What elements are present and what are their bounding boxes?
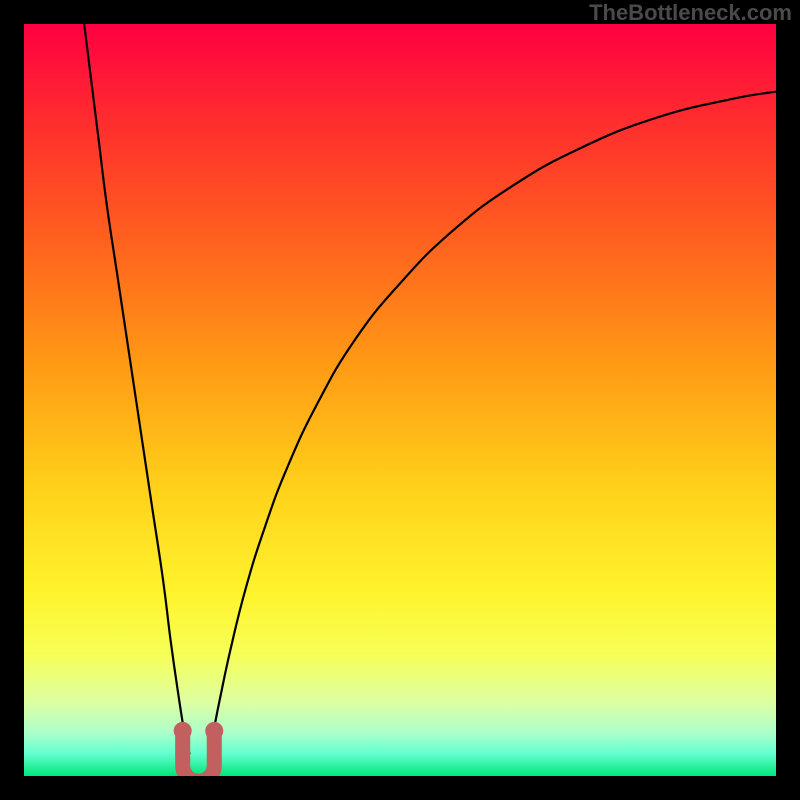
- watermark-text: TheBottleneck.com: [589, 0, 792, 26]
- chart-svg: [24, 24, 776, 776]
- chart-plot-area: [24, 24, 776, 776]
